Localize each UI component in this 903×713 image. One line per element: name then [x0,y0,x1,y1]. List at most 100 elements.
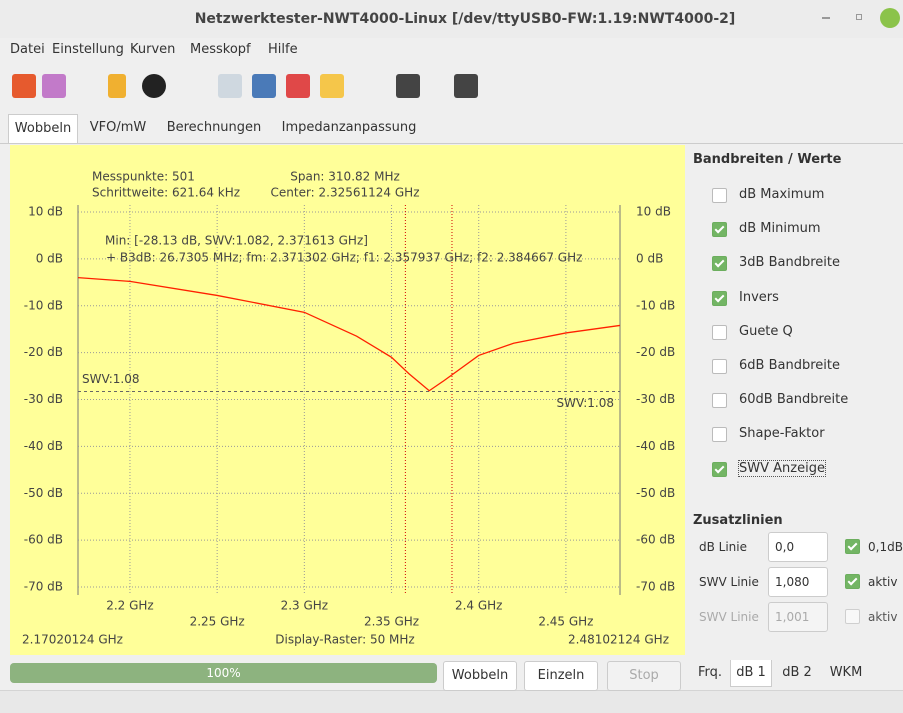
option-label[interactable]: 60dB Bandbreite [739,392,849,408]
x-tick-label: 2.45 GHz [538,615,593,629]
annotation: Min: [-28.13 dB, SWV:1.082, 2.371613 GHz… [105,234,368,248]
spinbox [768,602,828,632]
checkbox[interactable] [712,290,727,306]
minimize-button[interactable] [822,17,830,19]
bottom-tab[interactable]: Frq. [697,665,723,680]
checkbox[interactable] [712,222,727,238]
k2-icon[interactable] [454,74,478,98]
option-label[interactable]: 6dB Bandbreite [739,358,840,373]
spinbox[interactable] [768,567,828,597]
export-icon[interactable] [42,74,66,98]
y2-tick-label: -60 dB [636,533,675,547]
tab[interactable]: VFO/mW [89,120,147,135]
y2-tick-label: -70 dB [636,580,675,594]
menu-item[interactable]: Kurven [130,42,176,57]
x-end-label: 2.48102124 GHz [568,633,669,647]
swv-label: SWV:1.08 [557,396,614,410]
spin-value: 1,080 [775,575,810,589]
y-tick-label: -10 dB [24,298,63,312]
curve [77,276,621,392]
window-title: Netzwerktester-NWT4000-Linux [/dev/ttyUS… [194,11,736,27]
row-check-label[interactable]: aktiv [868,610,898,624]
y2-tick-label: -40 dB [636,439,675,453]
checkbox[interactable] [712,359,727,374]
k1-icon[interactable] [396,74,420,98]
checkbox[interactable] [712,461,727,477]
y-tick-label: -20 dB [24,345,63,359]
option-label[interactable]: SWV Anzeige [738,459,826,477]
bottom-tab[interactable]: dB 1 [730,660,772,687]
check-mark [714,257,725,268]
y2-tick-label: -10 dB [636,298,675,312]
swv-label: SWV:1.08 [82,372,139,386]
plot-background [10,145,685,655]
extra-title: Zusatzlinien [693,513,783,528]
y-tick-label: -60 dB [24,533,63,547]
row-check-label[interactable]: 0,1dB [868,540,903,554]
row-label: SWV Linie [699,575,759,589]
option-label[interactable]: 3dB Bandbreite [739,255,840,271]
y-tick-label: 0 dB [36,251,63,265]
settings-icon[interactable] [108,74,126,98]
checkbox[interactable] [712,324,727,340]
checkbox[interactable] [712,256,727,272]
progress-fill [10,663,437,683]
y2-tick-label: 10 dB [636,205,671,219]
x-tick-label: 2.3 GHz [281,599,329,613]
y-tick-label: -30 dB [24,392,63,406]
checkbox[interactable] [712,427,727,443]
y-tick-label: 10 dB [28,205,63,219]
linux-icon[interactable] [142,74,166,98]
panel-title: Bandbreiten / Werte [693,152,842,167]
bottom-tab[interactable]: dB 2 [782,665,812,680]
option-label[interactable]: Invers [739,289,779,305]
menu-item[interactable]: Datei [10,42,45,57]
checkbox[interactable] [845,539,860,554]
option-label[interactable]: dB Minimum [739,221,821,237]
button: Stop [607,661,681,691]
grid-icon[interactable] [320,74,344,98]
x-start-label: 2.17020124 GHz [22,633,123,647]
check-mark [714,463,725,474]
y-tick-label: -70 dB [24,580,63,594]
tab[interactable]: Berechnungen [166,120,262,135]
edit-icon[interactable] [286,74,310,98]
save-icon[interactable] [252,74,276,98]
maximize-button[interactable] [856,14,862,20]
x-tick-label: 2.2 GHz [106,599,154,613]
y-tick-label: -40 dB [24,439,63,453]
checkbox[interactable] [712,393,727,409]
checkbox[interactable] [845,609,860,624]
check-mark [714,292,725,303]
info-center: Center: 2.32561124 GHz [271,186,420,200]
bottom-tab[interactable]: WKM [829,665,863,680]
check-mark [714,223,725,234]
row-label: dB Linie [699,540,748,554]
x-tick-label: 2.35 GHz [364,615,419,629]
y-tick-label: -50 dB [24,486,63,500]
open-icon[interactable] [218,74,242,98]
power-icon[interactable] [12,74,36,98]
menu-item[interactable]: Messkopf [190,42,251,57]
checkbox[interactable] [712,188,727,203]
checkbox[interactable] [845,574,860,589]
tab[interactable]: Wobbeln [8,114,78,143]
option-label[interactable]: Shape-Faktor [739,426,825,442]
menu-item[interactable]: Einstellung [52,42,124,57]
check-mark [847,540,858,551]
info-span: Span: 310.82 MHz [290,170,400,184]
spinbox[interactable] [768,532,828,562]
button[interactable]: Einzeln [524,661,598,691]
raster-label: Display-Raster: 50 MHz [275,633,414,647]
option-label[interactable]: Guete Q [739,323,793,339]
button[interactable]: Wobbeln [443,661,517,691]
y2-tick-label: 0 dB [636,251,663,265]
option-label[interactable]: dB Maximum [739,187,825,202]
tab[interactable]: Impedanzanpassung [281,120,417,135]
toolbar [0,66,903,106]
menu-item[interactable]: Hilfe [268,42,298,57]
close-button[interactable] [880,8,900,28]
status-bar [0,690,903,713]
row-check-label[interactable]: aktiv [868,575,898,589]
